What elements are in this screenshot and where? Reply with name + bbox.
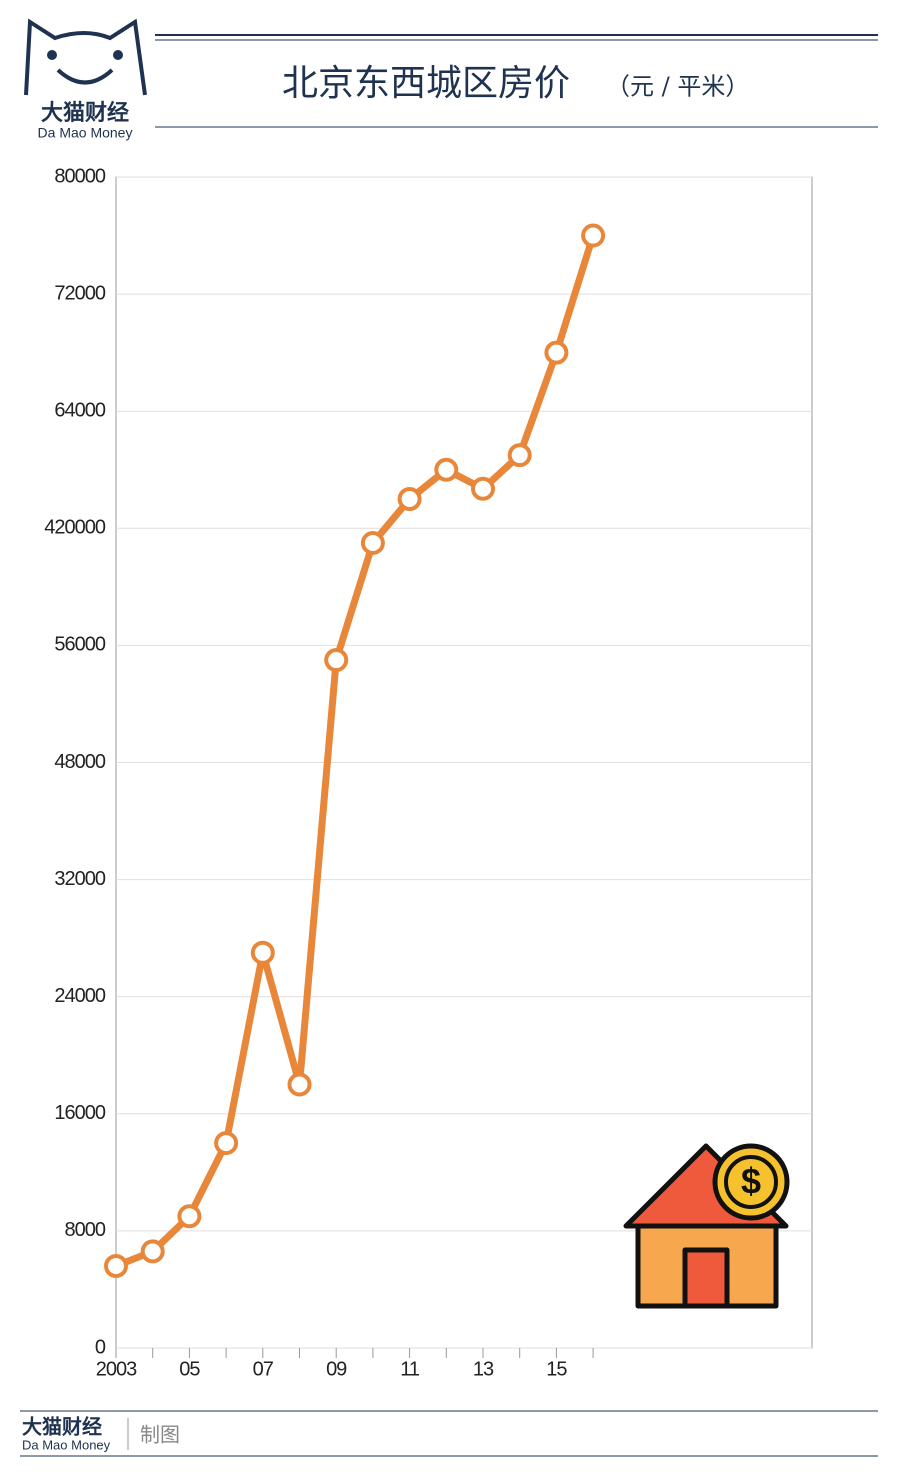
x-tick-label: 05 [179,1358,200,1380]
x-tick-label: 11 [400,1358,420,1380]
point [544,340,569,365]
y-tick-label: 48000 [54,751,105,773]
y-tick-label: 72000 [54,282,105,304]
footer-english: Da Mao Money [22,1437,111,1452]
x-tick-label: 07 [253,1358,274,1380]
point [360,530,385,555]
brand-english: Da Mao Money [38,125,133,141]
x-tick-label: 09 [326,1358,347,1380]
footer-note: 制图 [140,1423,180,1446]
point [287,1072,312,1097]
point [434,457,459,482]
chart-subtitle: （元 / 平米） [606,73,749,101]
point [581,223,606,248]
x-tick-label: 2003 [96,1358,137,1380]
footer-brand: 大猫财经 [22,1414,102,1438]
y-tick-label: 8000 [65,1219,106,1241]
x-tick-label: 15 [546,1358,567,1380]
y-tick-label: 64000 [54,399,105,421]
y-tick-label: 0 [95,1336,106,1358]
point [214,1131,239,1156]
point [177,1204,202,1229]
point [104,1254,128,1279]
point [324,648,349,673]
y-tick-label: 16000 [54,1102,105,1124]
point [471,476,495,501]
point [140,1239,165,1264]
chart-title: 北京东西城区房价 [282,63,570,104]
logo [24,18,147,96]
y-tick-label: 24000 [54,985,105,1007]
house-icon: $ [623,1143,790,1309]
svg-text:$: $ [741,1161,761,1202]
line [114,234,597,1270]
y-tick-label: 56000 [54,634,105,656]
y-tick-label: 32000 [54,868,105,890]
x-tick-label: 13 [473,1358,494,1380]
point [397,487,422,512]
brand-name: 大猫财经 [41,100,129,125]
y-tick-label: 420000 [44,517,106,539]
point [507,443,532,468]
point [250,940,275,965]
y-tick-label: 80000 [54,165,105,187]
